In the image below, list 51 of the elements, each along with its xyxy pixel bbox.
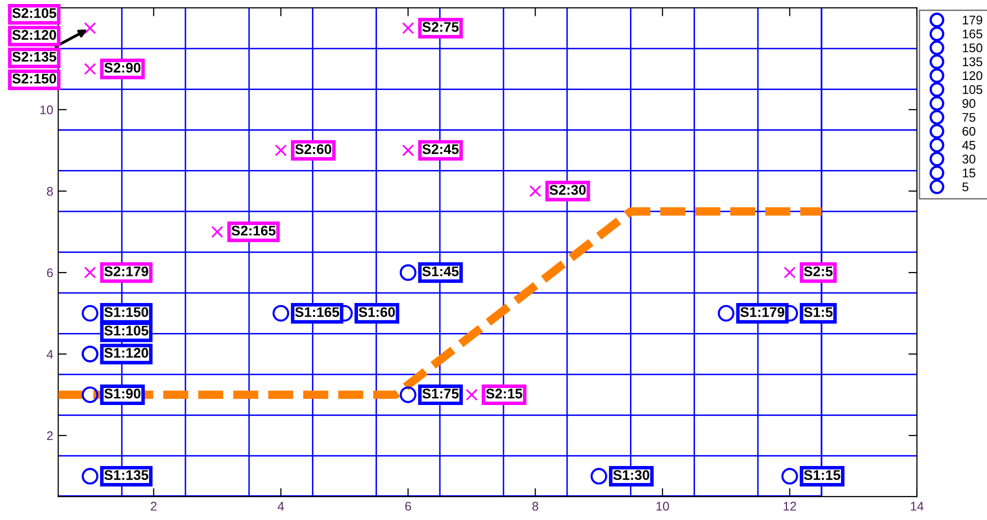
- data-label: S1:120: [104, 348, 148, 358]
- data-label: S1:75: [422, 388, 459, 398]
- data-label: S1:105: [104, 326, 148, 336]
- text: S2:105: [12, 8, 56, 18]
- legend-label: 135: [962, 57, 982, 66]
- annotation: S2:135: [12, 52, 56, 62]
- data-label: S1:15: [804, 470, 840, 480]
- data-label: S1:90: [104, 388, 140, 398]
- data-label: S1:5: [804, 307, 833, 318]
- legend-label: 105: [962, 85, 982, 94]
- x-tick-label: 2: [150, 502, 156, 511]
- y-tick-label: 10: [40, 105, 53, 114]
- text: S2:150: [12, 74, 56, 84]
- legend-label: 15: [962, 168, 976, 178]
- legend-label: 75: [962, 113, 976, 122]
- y-tick-label: 6: [47, 268, 53, 278]
- legend-label: 90: [962, 99, 976, 108]
- x-tick-label: 12: [784, 502, 796, 511]
- y-tick-label: 8: [46, 186, 53, 196]
- data-label: S1:150: [104, 307, 148, 318]
- data-label: S2:30: [550, 184, 586, 195]
- y-tick-label: 2: [47, 431, 53, 440]
- x-tick-label: 10: [656, 502, 669, 511]
- data-label: S1:165: [295, 307, 340, 318]
- data-label: S2:15: [486, 388, 522, 398]
- legend-label: 165: [962, 30, 982, 38]
- x-tick-label: 8: [532, 502, 538, 511]
- x-tick-label: 6: [405, 502, 411, 511]
- data-label: S2:165: [232, 226, 276, 236]
- data-label: S2:179: [104, 266, 148, 276]
- data-label: S2:60: [295, 144, 332, 154]
- data-label: S2:90: [104, 62, 140, 73]
- x-tick-label: 4: [278, 502, 284, 511]
- text: S2:120: [12, 30, 56, 40]
- data-label: S2:5: [804, 266, 833, 276]
- data-label: S2:45: [422, 144, 459, 154]
- legend-label: 150: [962, 43, 982, 52]
- legend-label: 120: [962, 71, 982, 80]
- legend-label: 45: [962, 140, 976, 150]
- data-label: S1:179: [740, 307, 784, 318]
- legend-label: 30: [962, 154, 976, 164]
- data-label: S1:45: [422, 266, 459, 276]
- data-label: S1:60: [358, 307, 395, 318]
- legend-label: 179: [962, 16, 982, 24]
- legend-label: 60: [962, 126, 976, 136]
- data-label: S2:75: [422, 22, 459, 32]
- x-tick-label: 14: [910, 502, 924, 511]
- legend-label: 5: [962, 182, 968, 192]
- data-label: S1:30: [613, 470, 650, 480]
- y-tick-label: 4: [46, 350, 54, 359]
- data-label: S1:135: [104, 470, 148, 480]
